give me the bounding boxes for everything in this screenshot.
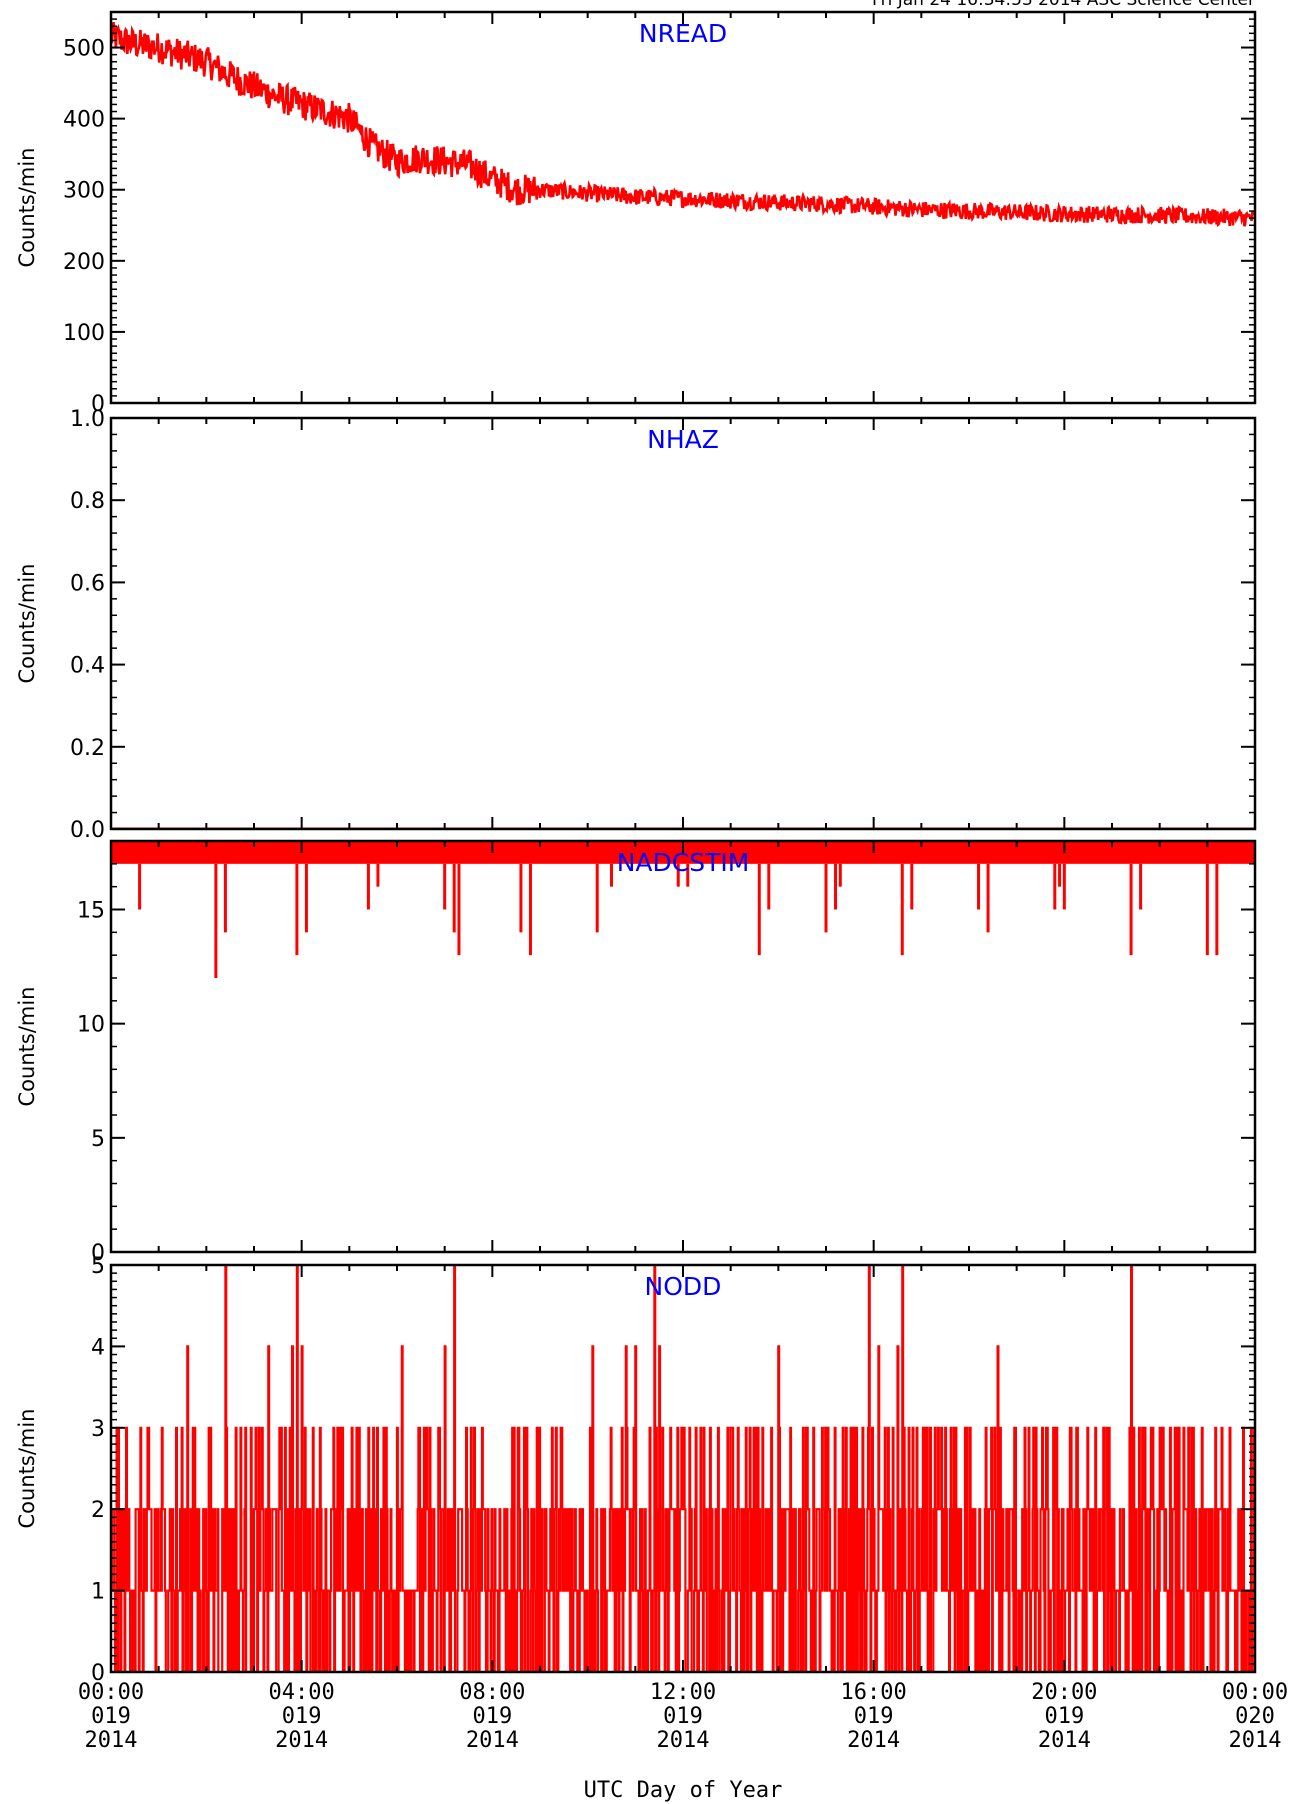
plot-area bbox=[111, 21, 1255, 228]
y-tick-label: 0.2 bbox=[70, 736, 105, 761]
y-tick-label: 0 bbox=[91, 1661, 105, 1686]
x-axis-label: UTC Day of Year bbox=[584, 1778, 783, 1803]
x-tick-label: 00:00 bbox=[1222, 1680, 1288, 1705]
nodd-series-line bbox=[111, 1265, 1255, 1672]
x-tick-label: 04:00 bbox=[269, 1680, 335, 1705]
x-tick-label: 019 bbox=[1044, 1704, 1084, 1729]
y-tick-label: 0.0 bbox=[70, 818, 105, 843]
timestamp-label: Fri Jan 24 16:34:53 2014 ASC Science Cen… bbox=[872, 0, 1255, 10]
panel-title: NODD bbox=[645, 1272, 722, 1301]
y-tick-label: 1 bbox=[91, 1580, 105, 1605]
y-tick-label: 0.6 bbox=[70, 571, 105, 596]
x-tick-label: 08:00 bbox=[459, 1680, 525, 1705]
x-tick-label: 2014 bbox=[466, 1728, 519, 1753]
y-tick-label: 400 bbox=[63, 108, 105, 133]
y-axis-label: Counts/min bbox=[15, 987, 39, 1107]
x-axis: 00:00019201404:00019201408:00019201412:0… bbox=[78, 1680, 1288, 1753]
panel-nodd: 0 1 2 3 4 5 Counts/min NODD bbox=[15, 1254, 1257, 1686]
y-tick-label: 2 bbox=[91, 1498, 105, 1523]
y-tick-label: 10 bbox=[77, 1013, 105, 1038]
plot-area bbox=[111, 1265, 1255, 1672]
y-axis-label: Counts/min bbox=[15, 148, 39, 268]
panel-nhaz: 0.0 0.2 0.4 0.6 0.8 1.0 Counts/min NHAZ bbox=[15, 407, 1257, 843]
panel-title: NREAD bbox=[639, 19, 727, 48]
y-tick-label: 100 bbox=[63, 321, 105, 346]
x-tick-label: 019 bbox=[472, 1704, 512, 1729]
panel-nread: 0 100 200 300 400 500 Counts/min NREAD bbox=[15, 10, 1257, 417]
x-tick-label: 019 bbox=[663, 1704, 703, 1729]
y-tick-label: 0.4 bbox=[70, 654, 105, 679]
nread-series-line bbox=[111, 21, 1255, 228]
x-tick-label: 2014 bbox=[1038, 1728, 1091, 1753]
x-tick-label: 12:00 bbox=[650, 1680, 716, 1705]
x-tick-label: 2014 bbox=[1229, 1728, 1282, 1753]
x-tick-label: 2014 bbox=[275, 1728, 328, 1753]
y-tick-label: 0 bbox=[91, 392, 105, 417]
x-tick-label: 019 bbox=[282, 1704, 322, 1729]
y-tick-label: 500 bbox=[63, 37, 105, 62]
y-tick-label: 15 bbox=[77, 899, 105, 924]
x-tick-label: 019 bbox=[854, 1704, 894, 1729]
panel-title: NHAZ bbox=[647, 425, 719, 454]
x-tick-label: 16:00 bbox=[841, 1680, 907, 1705]
y-tick-label: 3 bbox=[91, 1417, 105, 1442]
y-tick-label: 200 bbox=[63, 250, 105, 275]
chart-panels: 0100200300400500Counts/minNREAD0.00.20.4… bbox=[15, 10, 1257, 1686]
panel-nadcstim: 0 5 10 15 Counts/min NADCSTIM bbox=[15, 839, 1257, 1266]
y-tick-label: 300 bbox=[63, 179, 105, 204]
x-tick-label: 2014 bbox=[847, 1728, 900, 1753]
y-tick-label: 1.0 bbox=[70, 407, 105, 432]
x-tick-label: 2014 bbox=[657, 1728, 710, 1753]
y-axis-label: Counts/min bbox=[15, 1409, 39, 1529]
y-tick-label: 0.8 bbox=[70, 489, 105, 514]
x-tick-label: 00:00 bbox=[78, 1680, 144, 1705]
x-tick-label: 019 bbox=[91, 1704, 131, 1729]
y-tick-label: 0 bbox=[91, 1241, 105, 1266]
panel-title: NADCSTIM bbox=[617, 848, 750, 877]
y-tick-label: 5 bbox=[91, 1127, 105, 1152]
y-axis-label: Counts/min bbox=[15, 564, 39, 684]
panel-frame bbox=[109, 416, 1257, 831]
x-tick-label: 20:00 bbox=[1031, 1680, 1097, 1705]
x-tick-label: 2014 bbox=[85, 1728, 138, 1753]
x-tick-label: 020 bbox=[1235, 1704, 1275, 1729]
y-tick-label: 4 bbox=[91, 1335, 105, 1360]
panel-frame bbox=[109, 839, 1257, 1254]
y-tick-label: 5 bbox=[91, 1254, 105, 1279]
